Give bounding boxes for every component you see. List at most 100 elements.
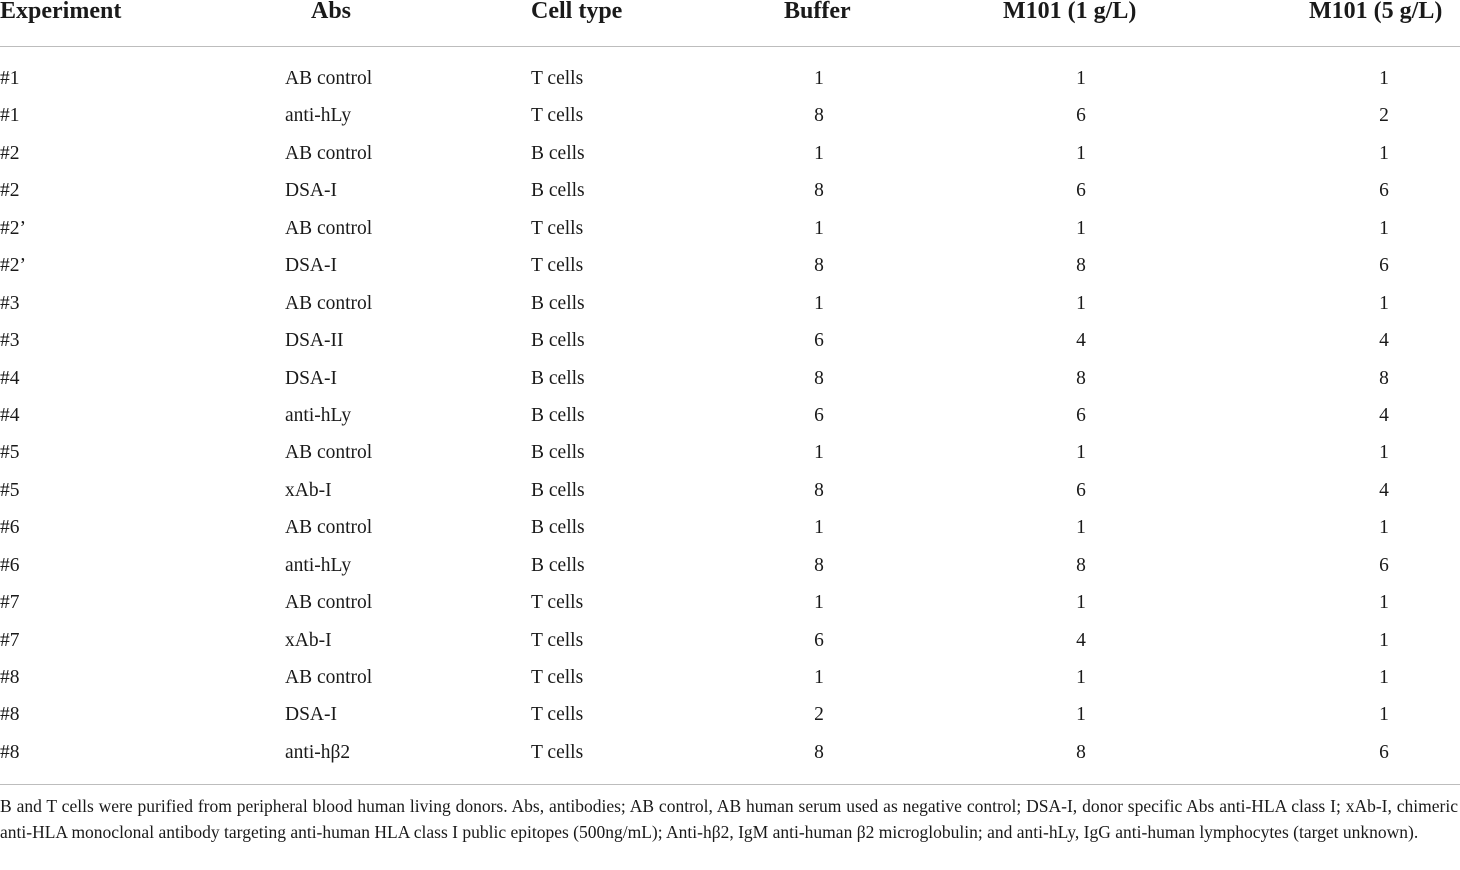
cell-type-cell: B cells — [531, 479, 585, 501]
abs-cell: anti-hLy — [285, 105, 352, 127]
buffer-cell: 1 — [814, 442, 824, 464]
buffer-cell: 1 — [814, 68, 824, 89]
abs-cell: AB control — [285, 142, 373, 164]
cell-type-cell: B cells — [531, 367, 585, 389]
header-cell-type: Cell type — [531, 0, 623, 24]
experiment-cell: #8 — [0, 741, 20, 763]
m101-1gl-cell: 1 — [1076, 667, 1086, 688]
m101-5gl-cell: 1 — [1379, 68, 1389, 89]
table-row: #5 xAb-I B cells 8 6 4 — [0, 472, 1460, 509]
m101-5gl-cell: 2 — [1379, 105, 1389, 127]
abs-cell: AB control — [285, 292, 373, 314]
table-row: #4 anti-hLy B cells 6 6 4 — [0, 397, 1460, 434]
table-row: #5 AB control B cells 1 1 1 — [0, 434, 1460, 471]
header-m101-5gl: M101 (5 g/L) — [1309, 0, 1443, 24]
buffer-cell: 2 — [814, 704, 824, 726]
buffer-cell: 6 — [814, 330, 824, 352]
m101-5gl-cell: 6 — [1379, 255, 1389, 277]
m101-5gl-cell: 1 — [1379, 629, 1389, 651]
m101-1gl-cell: 4 — [1076, 629, 1086, 651]
m101-1gl-cell: 8 — [1076, 741, 1086, 763]
table-row: #2 DSA-I B cells 8 6 6 — [0, 172, 1460, 209]
table-row: #6 anti-hLy B cells 8 8 6 — [0, 547, 1460, 584]
abs-cell: AB control — [285, 517, 373, 539]
table-row: #2 AB control B cells 1 1 1 — [0, 135, 1460, 172]
abs-cell: xAb-I — [285, 629, 332, 651]
cell-type-cell: B cells — [531, 404, 585, 426]
buffer-cell: 6 — [814, 404, 824, 426]
table-body: #1 AB control T cells 1 1 1 #1 anti-hLy T cells 8… — [0, 60, 1460, 771]
m101-5gl-cell: 8 — [1379, 367, 1389, 389]
buffer-cell: 1 — [814, 292, 824, 314]
m101-1gl-cell: 6 — [1076, 180, 1086, 202]
table-row: #1 AB control T cells 1 1 1 — [0, 60, 1460, 97]
experiment-cell: #1 — [0, 105, 20, 127]
experiment-cell: #6 — [0, 554, 20, 576]
table-row: #6 AB control B cells 1 1 1 — [0, 509, 1460, 546]
m101-1gl-cell: 1 — [1076, 217, 1086, 239]
abs-cell: DSA-I — [285, 180, 337, 202]
cell-type-cell: T cells — [531, 68, 584, 89]
experiment-cell: #2’ — [0, 255, 26, 277]
table-row: #7 xAb-I T cells 6 4 1 — [0, 622, 1460, 659]
cell-type-cell: T cells — [531, 667, 584, 688]
cell-type-cell: T cells — [531, 217, 584, 239]
header-buffer: Buffer — [784, 0, 851, 24]
buffer-cell: 1 — [814, 217, 824, 239]
m101-5gl-cell: 1 — [1379, 592, 1389, 614]
buffer-cell: 6 — [814, 629, 824, 651]
cell-type-cell: T cells — [531, 592, 584, 614]
m101-5gl-cell: 4 — [1379, 479, 1389, 501]
buffer-cell: 8 — [814, 741, 824, 763]
experiment-cell: #3 — [0, 292, 20, 314]
experiment-cell: #7 — [0, 629, 20, 651]
cell-type-cell: T cells — [531, 704, 584, 726]
table-row: #8 anti-hβ2 T cells 8 8 6 — [0, 734, 1460, 771]
m101-5gl-cell: 6 — [1379, 180, 1389, 202]
experiment-cell: #2’ — [0, 217, 26, 239]
footer-divider — [0, 784, 1460, 785]
cell-type-cell: B cells — [531, 292, 585, 314]
buffer-cell: 1 — [814, 517, 824, 539]
abs-cell: xAb-I — [285, 479, 332, 501]
experiment-cell: #5 — [0, 479, 20, 501]
m101-5gl-cell: 6 — [1379, 741, 1389, 763]
abs-cell: AB control — [285, 217, 373, 239]
cell-type-cell: B cells — [531, 554, 585, 576]
abs-cell: anti-hLy — [285, 404, 352, 426]
experiment-cell: #2 — [0, 142, 20, 164]
abs-cell: AB control — [285, 442, 373, 464]
m101-1gl-cell: 1 — [1076, 68, 1086, 89]
buffer-cell: 8 — [814, 180, 824, 202]
m101-1gl-cell: 8 — [1076, 255, 1086, 277]
table-footnote: B and T cells were purified from periphe… — [0, 796, 1458, 842]
buffer-cell: 1 — [814, 142, 824, 164]
cell-type-cell: B cells — [531, 442, 585, 464]
header-m101-1gl: M101 (1 g/L) — [1003, 0, 1137, 24]
table-row: #8 DSA-I T cells 2 1 1 — [0, 696, 1460, 733]
table-header: Experiment Abs Cell type Buffer M101 (1 … — [0, 0, 1460, 30]
abs-cell: DSA-I — [285, 255, 337, 277]
experiment-cell: #5 — [0, 442, 20, 464]
abs-cell: AB control — [285, 68, 373, 89]
m101-1gl-cell: 1 — [1076, 292, 1086, 314]
m101-5gl-cell: 1 — [1379, 292, 1389, 314]
table-row: #3 DSA-II B cells 6 4 4 — [0, 322, 1460, 359]
table-row: #8 AB control T cells 1 1 1 — [0, 659, 1460, 696]
m101-5gl-cell: 4 — [1379, 330, 1389, 352]
buffer-cell: 8 — [814, 367, 824, 389]
m101-1gl-cell: 8 — [1076, 367, 1086, 389]
table-row: #2’ AB control T cells 1 1 1 — [0, 210, 1460, 247]
table-row: #1 anti-hLy T cells 8 6 2 — [0, 97, 1460, 134]
experiment-cell: #2 — [0, 180, 20, 202]
m101-1gl-cell: 6 — [1076, 404, 1086, 426]
cell-type-cell: B cells — [531, 142, 585, 164]
m101-5gl-cell: 6 — [1379, 554, 1389, 576]
experiment-cell: #6 — [0, 517, 20, 539]
experiment-cell: #8 — [0, 667, 20, 688]
cell-type-cell: B cells — [531, 330, 585, 352]
m101-5gl-cell: 1 — [1379, 217, 1389, 239]
buffer-cell: 8 — [814, 105, 824, 127]
buffer-cell: 8 — [814, 255, 824, 277]
m101-1gl-cell: 1 — [1076, 704, 1086, 726]
